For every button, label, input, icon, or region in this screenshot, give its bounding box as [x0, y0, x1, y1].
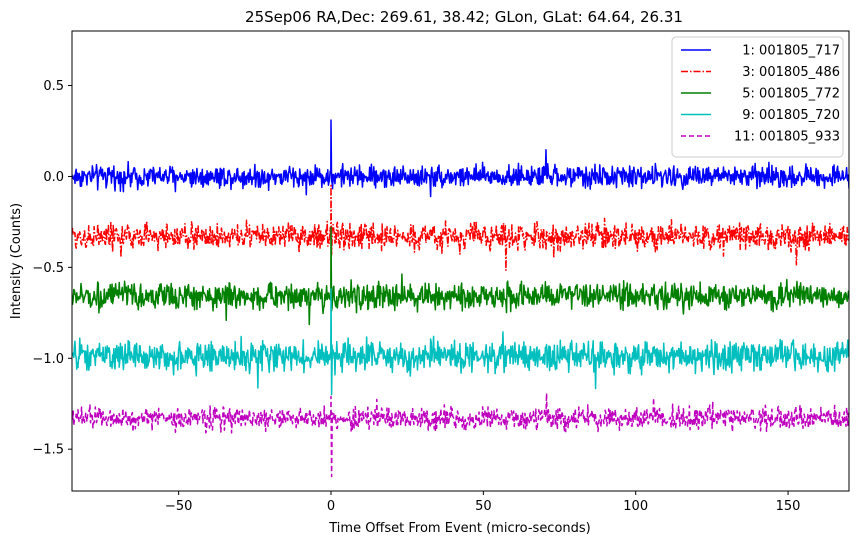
legend: 1: 001805_717 3: 001805_486 5: 001805_772 9…	[671, 36, 844, 158]
series-line-1	[72, 119, 849, 198]
series-line-5	[72, 392, 849, 478]
series-line-2	[72, 184, 849, 272]
legend-label-5: 11: 001805_933	[734, 130, 840, 145]
x-axis: −50 0 50 100 150	[165, 491, 801, 514]
legend-label-3: 5: 001805_772	[742, 87, 840, 102]
y-axis-label: Intensity (Counts)	[9, 203, 24, 319]
plot-frame	[71, 30, 850, 492]
y-tick-label: 0.0	[43, 170, 64, 185]
x-axis-label: Time Offset From Event (micro-seconds)	[328, 521, 591, 536]
y-tick-label: −0.5	[32, 261, 64, 276]
x-tick-label: 50	[475, 499, 492, 514]
series-line-3	[72, 226, 849, 326]
legend-frame	[671, 36, 844, 158]
x-tick-label: 100	[623, 499, 648, 514]
x-tick-label: 0	[327, 499, 335, 514]
legend-label-4: 9: 001805_720	[742, 108, 840, 123]
x-tick-label: 150	[776, 499, 801, 514]
y-tick-label: −1.5	[32, 443, 64, 458]
y-axis: 0.5 0.0 −0.5 −1.0 −1.5	[32, 79, 72, 458]
series-layer	[72, 119, 849, 478]
legend-label-2: 3: 001805_486	[742, 65, 840, 80]
y-tick-label: 0.5	[43, 79, 64, 94]
legend-label-1: 1: 001805_717	[742, 44, 840, 59]
x-tick-label: −50	[165, 499, 192, 514]
chart-title: 25Sep06 RA,Dec: 269.61, 38.42; GLon, GLa…	[245, 8, 683, 26]
y-tick-label: −1.0	[32, 352, 64, 367]
series-line-4	[72, 288, 849, 396]
